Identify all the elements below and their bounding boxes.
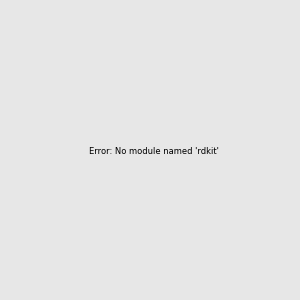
- Text: Error: No module named 'rdkit': Error: No module named 'rdkit': [89, 147, 219, 156]
